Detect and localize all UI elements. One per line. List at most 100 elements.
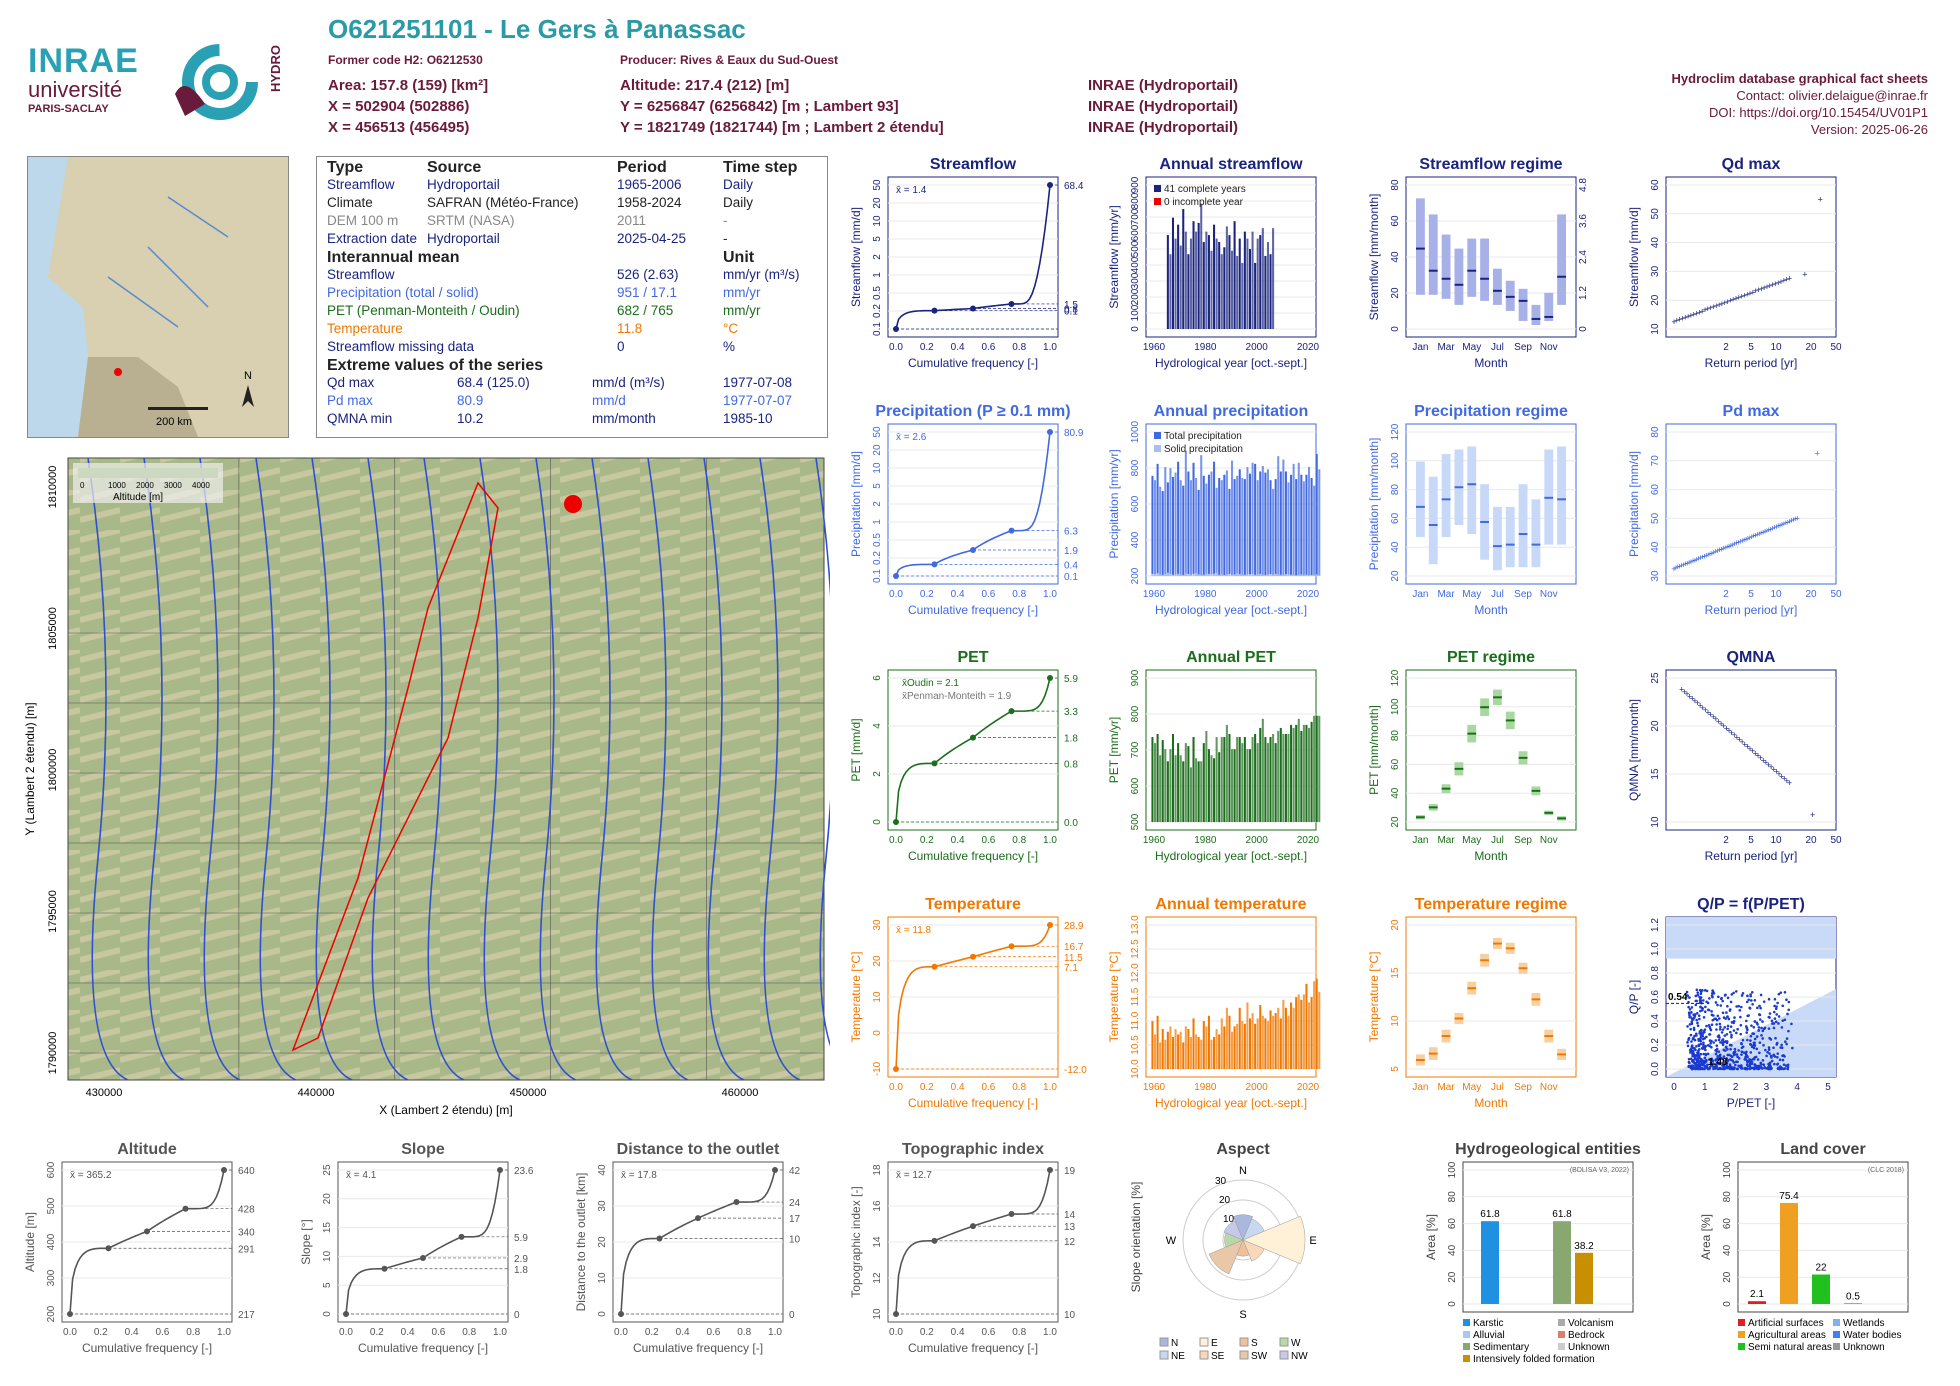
annual-bar [1272,733,1275,822]
qp-point [1720,996,1723,1000]
x-tick-label: 1.0 [1043,1082,1057,1093]
month-label: Nov [1540,589,1558,600]
quantile-value-label: 13 [1064,1222,1076,1233]
quantile-point [1047,429,1053,435]
annual-bar [1207,749,1210,822]
x-tick-label: 0.8 [1012,589,1026,600]
extreme-point: + [1787,274,1792,284]
qp-point [1730,1055,1734,1059]
extreme-point: + [1688,557,1693,567]
annual-bar [1297,462,1300,576]
x-tick-label: 0.2 [370,1327,384,1338]
solid-bar [1187,574,1190,576]
solid-bar [1195,572,1198,576]
y-tick-label: 80 [1722,1191,1733,1203]
y-tick-label: 20 [1650,720,1661,732]
qp-point [1714,1039,1718,1042]
qp-point [1698,988,1702,992]
quantile-value-label: 640 [238,1166,255,1177]
annual-bar [1305,474,1308,576]
extreme-point: + [1757,529,1762,539]
x-tick-label: 1.0 [1043,342,1057,353]
qp-point [1696,991,1700,994]
qp-point [1767,1027,1771,1030]
qp-point [1742,1051,1746,1054]
quantile-value-label: 6.3 [1064,527,1078,538]
aspect-legend-entry: W [1291,1338,1301,1349]
x-tick-label: 1.0 [1043,835,1057,846]
qp-point [1732,1050,1736,1054]
info-row-cell: Daily [723,177,754,192]
source-note: (CLC 2018) [1868,1167,1904,1174]
qp-point [1695,999,1698,1003]
qp-point [1708,1033,1712,1036]
regime-box [1493,506,1502,571]
qp-point [1694,1048,1697,1052]
extreme-point: + [1730,540,1735,550]
qp-point [1708,1058,1711,1061]
qp-point [1777,1022,1780,1025]
annual-bar [1246,238,1249,329]
map-ytick: 1795000 [47,890,59,933]
qp-point [1725,1062,1728,1065]
annual-bar [1300,999,1303,1069]
source-1: INRAE (Hydroportail) [1088,77,1238,94]
annual-bar [1215,1029,1218,1069]
aspect-legend-entry: N [1171,1338,1178,1349]
qp-point [1709,1028,1713,1032]
solid-bar [1315,574,1318,576]
qp-point [1756,1006,1759,1010]
qp-point [1781,1019,1785,1022]
y-tick-label: 40 [1650,541,1661,553]
qp-point [1749,1051,1753,1054]
month-label: Mar [1437,589,1455,600]
qp-point [1750,991,1754,994]
legend-entry: Unknown [1568,1342,1610,1353]
qp-point [1780,1026,1784,1029]
annual-bar [1159,1042,1162,1069]
annual-bar [1259,1005,1262,1069]
x-tick-label: 5 [1748,589,1754,600]
y-tick-label: 0 [872,819,883,825]
annual-bar [1313,715,1316,822]
inrae-logo: INRAE université PARIS-SACLAY [28,42,153,115]
y-tick-label: 80 [1390,730,1401,742]
x-tick-label: 0.0 [339,1327,353,1338]
month-label: Nov [1540,342,1558,353]
annual-bar [1228,733,1231,822]
annual-bar [1251,462,1254,576]
y-tick-label: 60 [1447,1218,1458,1230]
annual-bar [1241,478,1244,576]
annual-bar [1315,978,1318,1069]
qp-point [1716,1003,1719,1007]
annual-bar [1187,471,1190,576]
qp-point [1699,1005,1702,1009]
qp-point [1700,1029,1703,1032]
y-axis-label: Streamflow [mm/yr] [1107,205,1121,308]
qp-point [1791,1046,1794,1050]
extreme-point: + [1742,739,1747,749]
qp-point [1705,1035,1708,1039]
y-tick-label: 900 [1130,176,1141,193]
quantile-point [931,1237,938,1244]
x-tick-label: 2000 [1246,835,1269,846]
qp-point [1724,1046,1728,1049]
extreme-point: + [1737,735,1742,745]
qp-point [1686,1025,1689,1028]
chart-precip_dur: Precipitation (P ≥ 0.1 mm) Precipitation … [849,402,1090,627]
x-lambert2: X = 456513 (456495) [328,119,470,136]
qp-point [1767,1048,1771,1051]
extreme-point: + [1773,279,1778,289]
x-tick-label: 0.4 [676,1327,690,1338]
aspect-legend-entry: S [1251,1338,1258,1349]
map-ytick: 1805000 [47,607,59,650]
y-tick-label: 10 [1650,816,1661,828]
annual-bar [1210,471,1213,576]
quantile-point [105,1245,112,1252]
legend-entry: x̄Oudin = 2.1 [902,678,959,689]
x-tick-label: 2 [1723,589,1729,600]
x-axis-label: Cumulative frequency [-] [633,1341,763,1355]
x-tick-label: 0.4 [951,1082,965,1093]
aspect-sector [1223,1220,1244,1241]
annual-bar [1159,755,1162,822]
